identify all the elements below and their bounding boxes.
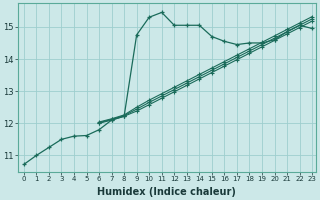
X-axis label: Humidex (Indice chaleur): Humidex (Indice chaleur) xyxy=(97,187,236,197)
